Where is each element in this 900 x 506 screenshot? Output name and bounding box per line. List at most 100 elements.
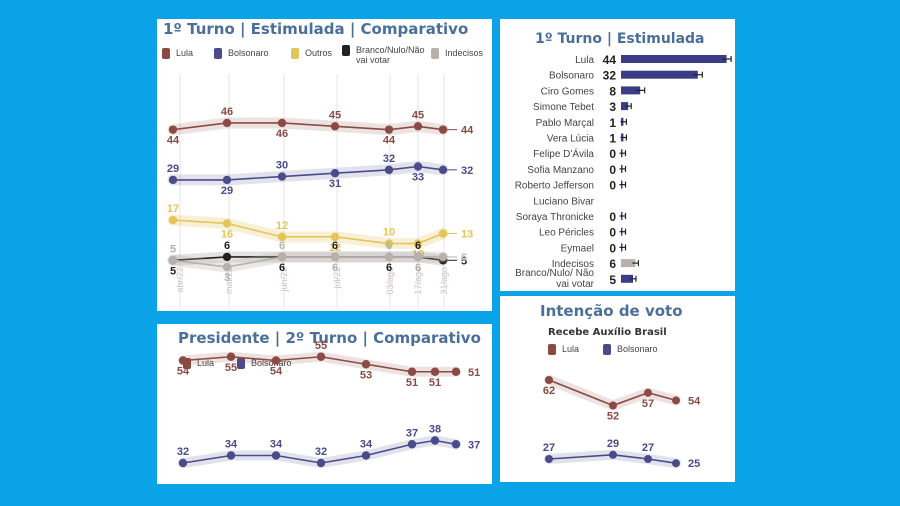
data-point — [545, 376, 553, 384]
data-label: 27 — [642, 442, 654, 454]
data-label: 54 — [270, 366, 283, 378]
data-point — [438, 125, 448, 134]
legend-swatch — [548, 344, 556, 355]
legend-item-branco: Branco/Nulo/Não vai votar — [342, 45, 428, 65]
legend-swatch — [342, 45, 350, 56]
category-label: Bolsonaro — [549, 71, 594, 82]
data-label: 55 — [225, 362, 237, 374]
category-label: Simone Tebet — [533, 102, 594, 113]
data-label: 32 — [383, 153, 395, 165]
value-label: 1 — [609, 132, 616, 146]
category-label: vai votar — [556, 279, 594, 290]
data-label: 29 — [221, 185, 233, 197]
x-tick-label: jun/22 — [279, 267, 289, 293]
data-label: 38 — [429, 424, 441, 436]
data-point — [277, 172, 287, 181]
data-point — [222, 175, 232, 185]
data-label: 31 — [329, 178, 341, 190]
legend-swatch — [162, 48, 170, 59]
data-label: 33 — [412, 172, 424, 184]
legend-item-lula: Lula — [183, 358, 214, 369]
data-label: 6 — [386, 240, 392, 252]
data-label: 37 — [406, 427, 418, 439]
data-label: 37 — [468, 439, 480, 451]
data-point — [361, 451, 371, 460]
value-label: 0 — [609, 163, 616, 177]
data-label: 46 — [276, 128, 288, 140]
x-tick-label: 03/ago — [385, 267, 395, 295]
category-label: Branco/Nulo/ Não — [515, 268, 594, 279]
data-point — [168, 215, 178, 225]
data-point — [316, 458, 326, 468]
bar — [621, 259, 636, 268]
data-label: 57 — [642, 398, 654, 410]
data-point — [168, 256, 178, 265]
category-label: Leo Péricles — [539, 228, 594, 239]
bar — [621, 102, 629, 111]
data-label: 34 — [225, 439, 238, 451]
legend-item-lula: Lula — [548, 344, 579, 355]
data-point — [316, 352, 326, 361]
panel-second-round-comparison: Presidente | 2º Turno | Comparativo Lula… — [157, 324, 492, 484]
data-point — [222, 219, 232, 228]
data-label: 25 — [688, 458, 700, 470]
legend-swatch — [603, 344, 611, 355]
value-label: 8 — [609, 84, 616, 98]
category-label: Lula — [575, 55, 594, 66]
x-tick-label: 17/ago — [413, 267, 423, 295]
data-point — [277, 252, 287, 262]
data-point — [330, 252, 340, 262]
data-label: 62 — [543, 385, 555, 397]
category-label: Ciro Gomes — [541, 86, 594, 97]
data-label: 45 — [412, 109, 424, 121]
legend-label: Bolsonaro — [617, 344, 658, 354]
legend-label: Bolsonaro — [228, 48, 269, 58]
legend-swatch — [214, 48, 222, 59]
data-point — [277, 232, 287, 242]
value-label: 44 — [603, 53, 617, 67]
data-label: 46 — [221, 106, 233, 118]
legend-item-bolsonaro: Bolsonaro — [237, 358, 292, 369]
legend-swatch — [237, 358, 245, 369]
data-label: 12 — [276, 220, 288, 232]
data-label: 54 — [177, 366, 190, 378]
panel-first-round-comparison: 1º Turno | Estimulada | Comparativo Lula… — [157, 19, 492, 311]
data-point — [330, 122, 340, 131]
data-point — [384, 165, 394, 175]
data-label: 32 — [177, 446, 189, 458]
bar — [621, 70, 698, 79]
chart-title: Intenção de voto — [540, 302, 683, 320]
bar — [621, 274, 633, 283]
second-round-line-chart: 54 55 54 55 53 51 51 51 32 34 34 32 34 37 38 37 — [177, 340, 480, 468]
series-line-1 — [548, 453, 677, 464]
data-label: 13 — [461, 229, 473, 241]
data-point — [222, 252, 232, 262]
first-round-bar-chart: Lula 44 Bolsonaro 32 Ciro Gomes 8 Simone Tebet… — [515, 53, 732, 290]
data-point — [413, 239, 423, 248]
auxilio-line-chart: 62 52 57 54 27 29 27 25 — [543, 375, 701, 470]
data-point — [438, 165, 448, 175]
legend-label: Bolsonaro — [251, 358, 292, 368]
category-label: Sofia Manzano — [527, 165, 594, 176]
data-label: 6 — [415, 262, 421, 274]
data-label: 5 — [461, 255, 467, 267]
data-point — [168, 175, 178, 185]
category-label: Eymael — [561, 243, 594, 254]
data-label: 53 — [360, 369, 372, 381]
x-tick-label: jul/22 — [332, 267, 342, 290]
data-point — [384, 252, 394, 262]
data-label: 27 — [543, 442, 555, 454]
legend-swatch — [431, 48, 439, 59]
data-label: 32 — [461, 165, 473, 177]
legend-label: Indecisos — [445, 48, 484, 58]
data-point — [451, 367, 461, 376]
data-label: 51 — [406, 377, 418, 389]
category-label: Vera Lúcia — [547, 134, 595, 145]
chart-title: 1º Turno | Estimulada | Comparativo — [163, 20, 469, 38]
legend-label: Branco/Nulo/Não vai votar — [356, 45, 425, 65]
legend-item-indecisos: Indecisos — [431, 48, 483, 59]
data-label: 5 — [170, 243, 176, 255]
category-label: Pablo Marçal — [536, 118, 594, 129]
data-label: 55 — [315, 340, 327, 352]
data-point — [178, 458, 188, 468]
